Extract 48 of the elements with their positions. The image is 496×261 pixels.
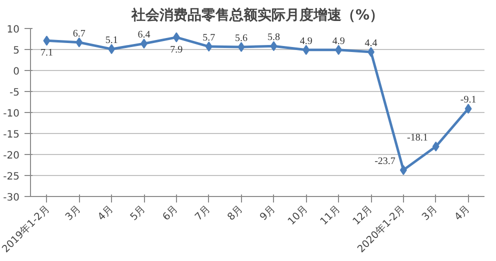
y-tick-label: -15 — [3, 130, 20, 140]
data-label: -18.1 — [407, 132, 428, 144]
data-label: 5.7 — [202, 32, 216, 44]
data-label: 7.9 — [170, 44, 183, 56]
point — [172, 32, 180, 42]
point — [238, 42, 245, 52]
point — [400, 165, 407, 176]
y-tick-label: -10 — [3, 108, 20, 120]
point — [76, 37, 83, 48]
x-tick-label: 5月 — [128, 204, 148, 223]
x-tick-label: 3月 — [420, 204, 440, 223]
y-tick-label: -30 — [3, 192, 20, 204]
point — [270, 41, 278, 52]
y-tick-label: -20 — [3, 150, 20, 162]
data-label: 5.6 — [235, 32, 248, 44]
data-label: 4.4 — [364, 38, 378, 50]
x-tick-label: 6月 — [160, 204, 180, 223]
data-label: 6.4 — [138, 30, 150, 41]
data-label: 4.9 — [332, 36, 345, 47]
data-label: 6.7 — [72, 28, 86, 40]
y-tick-label: -5 — [10, 88, 20, 98]
x-tick-label: 11月 — [318, 204, 342, 228]
point — [108, 44, 116, 54]
x-tick-label: 7月 — [193, 204, 213, 223]
data-label: 4.9 — [300, 36, 312, 47]
point — [432, 142, 440, 152]
x-tick-label: 4月 — [96, 204, 116, 223]
point — [335, 44, 342, 55]
chart-title: 社会消费品零售总额实际月度增速（%） — [130, 6, 384, 24]
x-tick-label: 10月 — [286, 204, 310, 228]
point — [205, 42, 212, 52]
data-label: -23.7 — [374, 156, 396, 168]
y-tick-label: 10 — [6, 24, 20, 36]
y-tick-label: 5 — [13, 46, 20, 56]
y-tick-label: -25 — [3, 172, 20, 182]
x-tick-label: 3月 — [64, 204, 84, 223]
data-label: -9.1 — [460, 94, 476, 106]
data-label: 7.1 — [40, 48, 53, 59]
x-tick-label: 4月 — [452, 204, 472, 223]
point — [43, 36, 50, 46]
y-tick-label: 0 — [13, 66, 20, 78]
data-label: 5.1 — [105, 35, 118, 46]
x-tick-label: 8月 — [226, 204, 246, 223]
data-label: 5.8 — [267, 32, 280, 44]
x-tick-label: 9月 — [258, 204, 278, 223]
point — [302, 44, 310, 55]
x-tick-label: 12月 — [351, 204, 375, 228]
point — [464, 104, 472, 114]
